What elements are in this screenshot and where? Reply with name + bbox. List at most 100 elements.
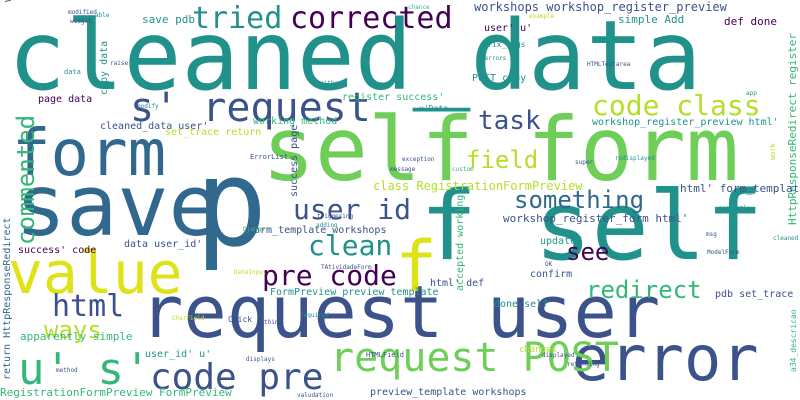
word-widget: widget xyxy=(70,18,92,25)
word-def-done: def done xyxy=(724,15,777,28)
word-form-template-workshops: form_template workshops xyxy=(248,225,387,236)
word-cleaned-data: cleaned_data xyxy=(8,0,702,112)
word-exception: exception xyxy=(402,156,435,163)
word-cleaned-data-user: cleaned_data user' xyxy=(100,121,209,132)
word-preview-template-workshops: preview_template workshops xyxy=(370,387,527,398)
word-changes: changes xyxy=(519,345,557,355)
word-user-id: user id xyxy=(293,193,412,226)
word-page-data: page data xyxy=(38,94,93,105)
word-example: example xyxy=(529,13,555,20)
word-simple-add: simple Add xyxy=(618,13,685,26)
word-httpresponseredirect-register: HttpResponseRedirect register xyxy=(786,32,799,225)
word-charfield: CharField xyxy=(172,315,205,322)
word-save-pdb: save pdb xyxy=(142,13,195,26)
word-fix-imgs: fix_imgs xyxy=(487,40,526,49)
word-see: see xyxy=(566,238,610,266)
word-modified: modified xyxy=(68,9,97,16)
word-accepted-working: accepted working xyxy=(455,194,466,291)
word-django: Django xyxy=(243,226,265,233)
word-errorlist: ErrorList xyxy=(250,153,288,161)
word-form: form xyxy=(12,117,167,191)
word-corrected: corrected xyxy=(290,1,453,36)
word-thing: thing xyxy=(264,319,283,326)
word-msg: msg xyxy=(706,231,717,238)
word-correctly: correctly xyxy=(718,205,751,212)
word-errors: _errors xyxy=(481,55,507,62)
word-method: method xyxy=(56,367,78,374)
word-data: data xyxy=(64,68,81,76)
word-confirm: confirm xyxy=(530,269,573,280)
word-field: field xyxy=(466,146,539,174)
word-super: super xyxy=(575,159,594,166)
word-formpreview-preview-template: FormPreview preview_template xyxy=(270,287,439,298)
word-tatividadeform: TAtividadeForm xyxy=(321,264,372,271)
word-dateinput: DateInput xyxy=(234,269,267,276)
word-work: work xyxy=(769,143,777,160)
word-registrationformpreview-formpreview: RegistrationFormPreview FormPreview xyxy=(0,386,232,399)
word-error: error xyxy=(572,322,759,395)
word-working-method: working method xyxy=(253,116,338,127)
word-user-id-u: user_id' u' xyxy=(145,349,212,360)
word-redirect: redirect xyxy=(586,276,702,304)
word-u-s: u' s' xyxy=(18,344,151,395)
word-set-trace-return: set_trace return xyxy=(165,127,262,138)
word-value: value xyxy=(8,239,183,307)
word-displayed: displayed xyxy=(542,352,575,359)
word-f-self: f self xyxy=(420,172,764,282)
word-something: something xyxy=(514,186,645,214)
word-workshop-register-form-html: workshop_register_form html' xyxy=(503,212,689,225)
word-either: either xyxy=(320,80,342,87)
word-class-registrationformpreview: class RegistrationFormPreview xyxy=(373,179,583,193)
word-valudation: valudation xyxy=(297,392,334,399)
word-clean: clean xyxy=(308,229,393,262)
word-return-httpresponseredirect: return HttpResponseRedirect xyxy=(2,217,13,380)
word-html-def: html' def xyxy=(430,278,485,289)
word-u-data: u'Data xyxy=(419,104,448,113)
word-raise: raise xyxy=(110,60,129,67)
word-commented: commented xyxy=(12,114,40,245)
word-data-user-id: data user_id' xyxy=(124,239,203,250)
word-success-code: success' code xyxy=(18,245,97,256)
word-user-u: user' u' xyxy=(484,23,533,34)
word-required: required xyxy=(300,312,329,319)
word-html-form-template: html' form_template xyxy=(680,182,800,195)
word-able: able xyxy=(95,12,110,19)
word-register-success: register success' xyxy=(342,92,445,103)
word-chance: chance xyxy=(408,4,430,11)
word-click: Click xyxy=(228,315,253,324)
word-p: p xyxy=(195,135,268,274)
word-displays: displays xyxy=(246,356,275,363)
word-app: app xyxy=(746,90,757,97)
word-post-copy: POST copy xyxy=(472,73,527,84)
word-workshop-register-preview-html: workshop_register_preview html' xyxy=(592,117,779,128)
word-tried: tried xyxy=(192,1,283,36)
word-message: message xyxy=(390,166,416,173)
word-done-self: done self xyxy=(494,299,549,310)
word-cleaned: cleaned xyxy=(773,235,799,242)
word-htmlfield: HTMLField xyxy=(366,351,404,359)
word-code-pre: code pre xyxy=(150,357,324,398)
word-ok: OK xyxy=(545,261,553,268)
word-adding: adding xyxy=(316,222,338,229)
word-modelform: ModelForm xyxy=(707,249,740,256)
word-workshops-workshop-register-form: workshops workshop_register_form xyxy=(1,0,14,2)
word-task: task xyxy=(478,106,541,136)
word-ways: ways xyxy=(44,316,102,344)
word-modify: modify xyxy=(137,103,159,110)
word-updated: updated xyxy=(540,236,583,247)
word-copy-data: copy data xyxy=(99,40,110,95)
word-code-class: code class xyxy=(592,89,761,122)
word-self-form: self form xyxy=(262,98,739,201)
word-redisplayed: redisplayed xyxy=(615,155,655,162)
word-htmltextarea: HTMLTextarea xyxy=(587,61,631,68)
word-s-request: s' request xyxy=(130,85,371,131)
word-triggering: triggering xyxy=(317,213,354,220)
word-save: save xyxy=(15,157,220,256)
word-returning: returning xyxy=(567,361,600,368)
word-html: html xyxy=(52,289,125,324)
word-pre-code: pre code xyxy=(262,259,397,292)
word-custom: custom xyxy=(452,166,474,173)
word-pdb-set-trace: pdb set_trace xyxy=(715,289,794,300)
word-a34-descricao: a34_descricao xyxy=(789,309,798,372)
word-workshops-workshop-register-preview: workshops workshop_register_preview xyxy=(474,0,727,14)
